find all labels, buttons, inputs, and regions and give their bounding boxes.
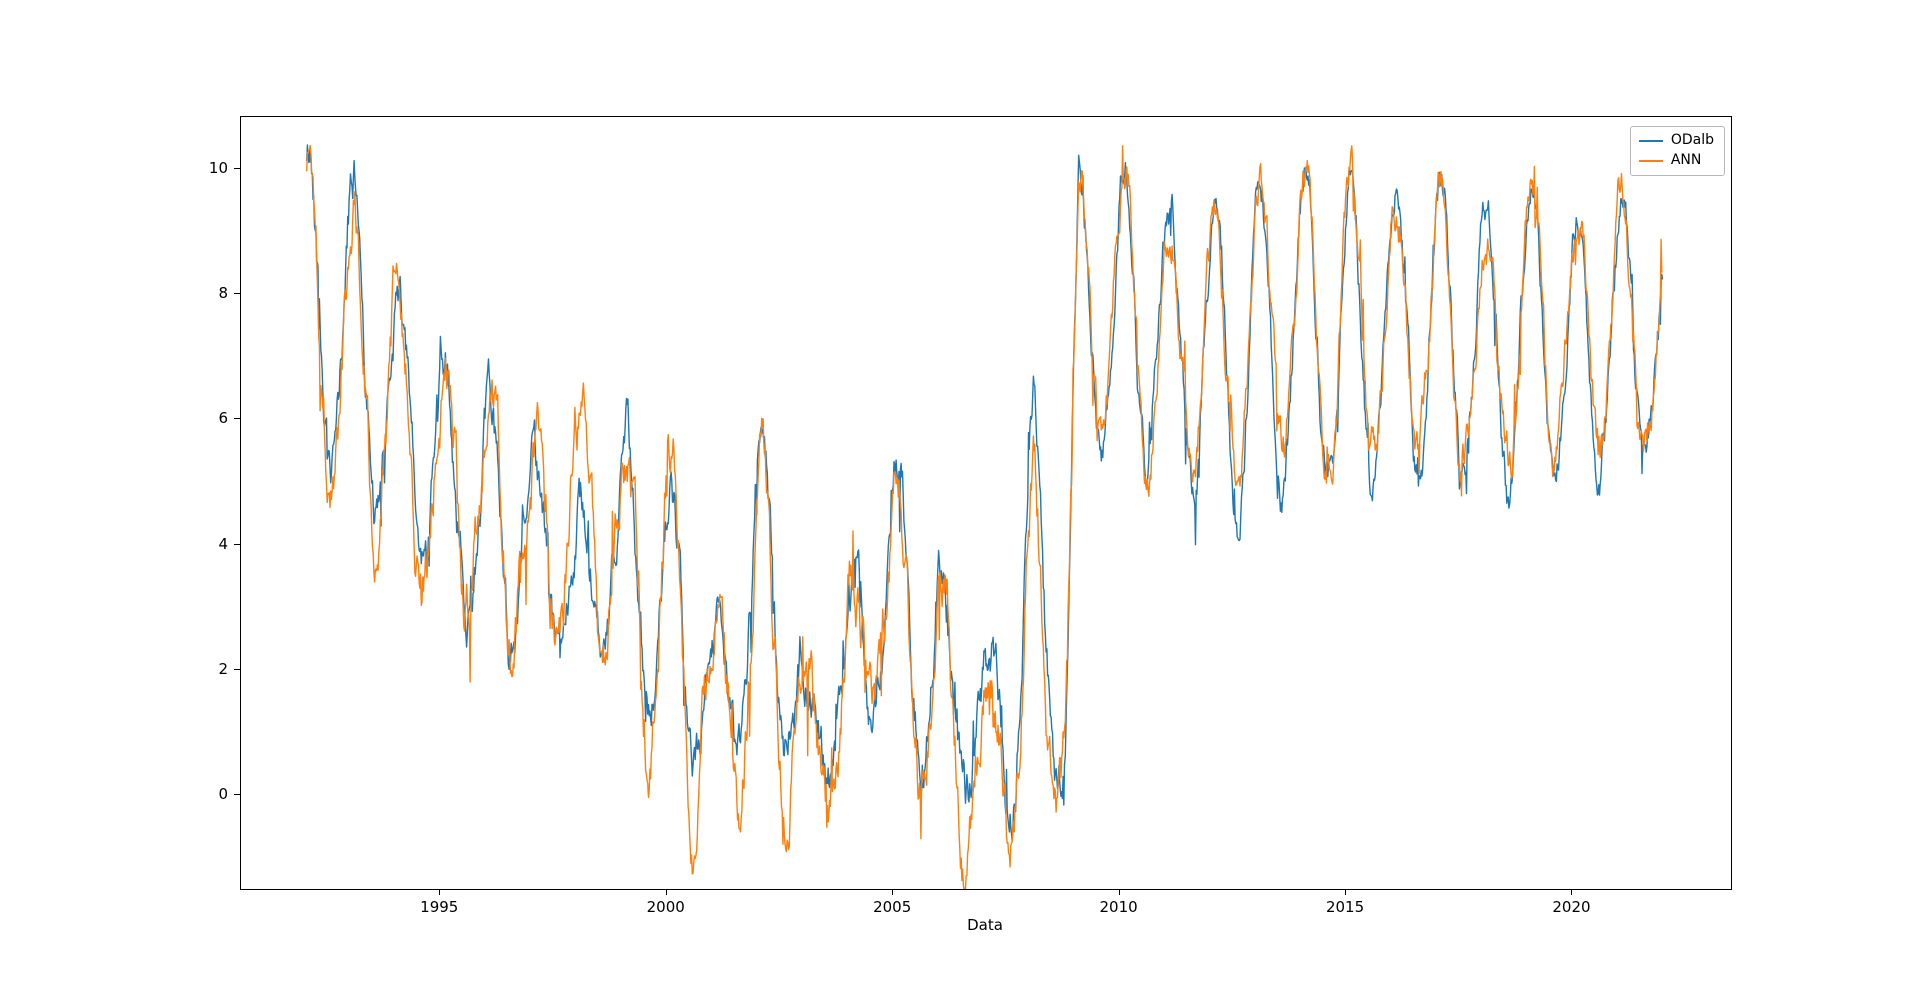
series-line-ann <box>306 144 1663 889</box>
y-tick-label: 4 <box>218 534 228 553</box>
y-tick-label: 6 <box>218 409 228 428</box>
series-line-odalb <box>306 144 1664 843</box>
y-tick-mark <box>234 794 240 796</box>
y-tick-label: 8 <box>218 284 228 303</box>
x-tick-mark <box>892 889 894 895</box>
x-tick-label: 2005 <box>873 898 912 916</box>
y-tick-mark <box>234 293 240 295</box>
x-tick-mark <box>1345 889 1347 895</box>
x-tick-label: 1995 <box>420 898 459 916</box>
legend-label-odalb: ODalb <box>1670 132 1714 148</box>
x-axis-label: Data <box>967 916 1003 934</box>
x-tick-label: 2015 <box>1325 898 1365 916</box>
y-tick-mark <box>234 167 240 169</box>
y-tick-label: 10 <box>208 158 228 177</box>
x-tick-label: 2000 <box>646 898 685 916</box>
legend-entry-odalb: ODalb <box>1638 132 1714 148</box>
axes-frame: ODalb ANN <box>240 116 1732 890</box>
x-tick-label: 2010 <box>1099 898 1138 916</box>
legend-line-ann-icon <box>1638 160 1663 163</box>
legend-label-ann: ANN <box>1670 152 1702 169</box>
legend: ODalb ANN <box>1629 126 1725 176</box>
y-tick-label: 2 <box>218 659 228 678</box>
x-tick-mark <box>1571 889 1573 895</box>
y-tick-mark <box>234 543 240 545</box>
plot-svg <box>306 144 1664 889</box>
legend-line-odalb-icon <box>1638 139 1663 142</box>
y-tick-mark <box>234 418 240 420</box>
legend-entry-ann: ANN <box>1638 152 1714 169</box>
y-tick-mark <box>234 668 240 670</box>
x-tick-mark <box>665 889 667 895</box>
x-tick-label: 2020 <box>1552 898 1591 916</box>
y-tick-label: 0 <box>218 785 228 804</box>
x-tick-mark <box>439 889 441 895</box>
x-tick-mark <box>1118 889 1120 895</box>
